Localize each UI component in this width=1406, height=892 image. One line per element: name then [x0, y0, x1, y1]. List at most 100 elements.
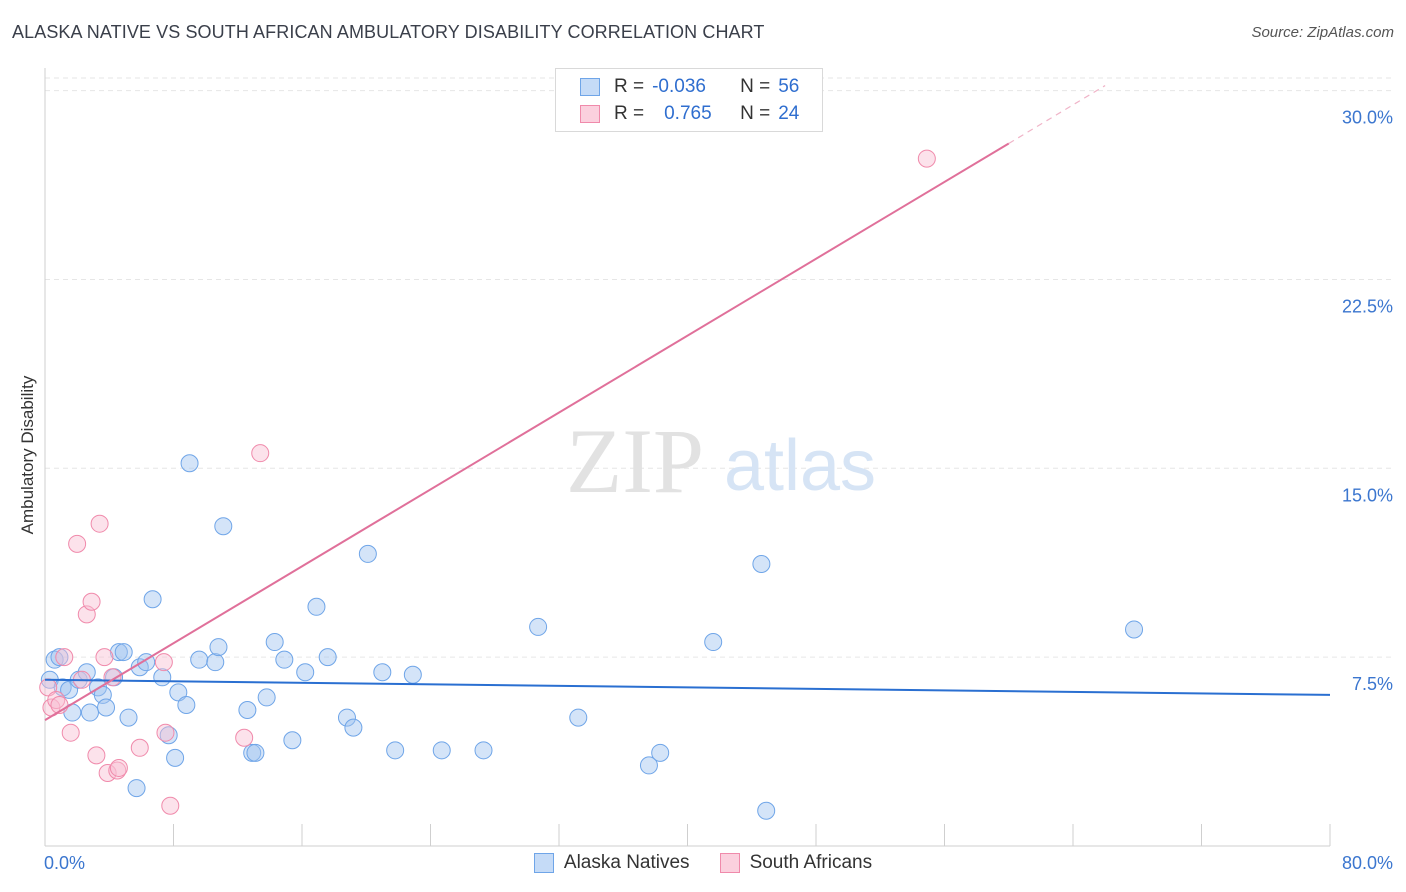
legend-swatch-alaska	[580, 78, 600, 96]
south-african-point	[917, 149, 936, 168]
south-african-point	[47, 690, 66, 709]
legend-swatch-south-african	[580, 105, 600, 123]
y-tick-label: 7.5%	[1352, 674, 1393, 694]
x-tick-label: 80.0%	[1342, 853, 1393, 873]
n-label: N =	[740, 76, 771, 97]
alaska-native-point	[265, 633, 284, 652]
alaska-native-point	[275, 650, 294, 669]
axes	[44, 68, 1331, 847]
alaska-native-point	[119, 708, 138, 727]
watermark-atlas: atlas	[724, 426, 876, 506]
n-label: N =	[740, 103, 771, 124]
alaska-native-trend-line	[44, 678, 1331, 696]
correlation-legend: R = -0.036 N = 56 R = 0.765 N = 24	[555, 68, 823, 132]
south-african-point	[235, 728, 254, 747]
south-african-point	[95, 648, 114, 667]
y-tick-label: 30.0%	[1342, 108, 1393, 128]
x-tick-label: 0.0%	[44, 853, 85, 873]
tick-labels: 7.5% 15.0% 22.5% 30.0% 0.0% 80.0%	[44, 108, 1393, 873]
alaska-native-point	[307, 597, 326, 616]
r-label: R =	[614, 76, 645, 97]
legend-item-south-africans: South Africans	[719, 852, 873, 874]
legend-label-alaska-natives: Alaska Natives	[563, 852, 690, 873]
legend-item-alaska-natives: Alaska Natives	[533, 852, 690, 874]
r-value: -0.036	[652, 76, 706, 97]
alaska-native-point	[143, 590, 162, 609]
alaska-native-point	[246, 743, 265, 762]
source-label: Source: ZipAtlas.com	[1251, 24, 1394, 41]
alaska-native-point	[50, 648, 69, 667]
y-tick-label: 22.5%	[1342, 296, 1393, 316]
alaska-native-point	[257, 688, 276, 707]
alaska-native-point	[80, 703, 99, 722]
south-african-trend-line	[44, 142, 1010, 721]
alaska-native-point	[283, 731, 302, 750]
watermark-zip: ZIP	[566, 410, 704, 512]
n-value: 24	[778, 103, 800, 124]
alaska-native-point	[569, 708, 588, 727]
alaska-native-point	[386, 741, 405, 760]
alaska-native-point	[296, 663, 315, 682]
south-african-trend-extension	[1008, 85, 1106, 144]
south-african-point	[61, 723, 80, 742]
alaska-native-point	[127, 779, 146, 798]
grid-lines	[45, 77, 1395, 658]
alaska-native-point	[97, 698, 116, 717]
legend-swatch-alaska	[533, 853, 554, 873]
alaska-native-point	[214, 517, 233, 536]
alaska-native-point	[344, 718, 363, 737]
r-value: 0.765	[664, 103, 712, 124]
alaska-native-point	[60, 680, 79, 699]
alaska-native-point	[403, 665, 422, 684]
alaska-native-point	[180, 454, 199, 473]
alaska-native-point	[318, 648, 337, 667]
south-african-point	[90, 514, 109, 533]
r-label: R =	[614, 103, 645, 124]
south-african-point	[87, 746, 106, 765]
alaska-native-point	[704, 633, 723, 652]
alaska-native-point	[238, 701, 257, 720]
y-tick-label: 15.0%	[1342, 485, 1393, 505]
trend-lines	[44, 85, 1331, 721]
south-african-point	[82, 592, 101, 611]
alaska-native-point	[358, 544, 377, 563]
alaska-native-point	[651, 743, 670, 762]
alaska-native-point	[114, 643, 133, 662]
y-axis-label: Ambulatory Disability	[18, 375, 37, 535]
south-african-point	[130, 738, 149, 757]
alaska-native-point	[639, 756, 658, 775]
alaska-native-point	[432, 741, 451, 760]
alaska-native-point	[206, 653, 225, 672]
alaska-native-point	[529, 617, 548, 636]
alaska-native-point	[153, 668, 172, 687]
alaska-native-point	[474, 741, 493, 760]
south-african-point	[251, 444, 270, 463]
alaska-native-point	[109, 643, 128, 662]
south-african-point	[154, 653, 173, 672]
alaska-native-point	[373, 663, 392, 682]
alaska-native-point	[177, 695, 196, 714]
alaska-native-point	[209, 638, 228, 657]
legend-row-south-african: R = 0.765 N = 24	[580, 102, 799, 126]
legend-swatch-south-african	[719, 853, 740, 873]
alaska-native-point	[757, 801, 776, 820]
alaska-native-point	[169, 683, 188, 702]
n-value: 56	[778, 76, 800, 97]
south-african-point	[109, 758, 128, 777]
south-african-point	[161, 796, 180, 815]
chart-title: ALASKA NATIVE VS SOUTH AFRICAN AMBULATOR…	[12, 22, 765, 42]
south-african-point	[156, 723, 175, 742]
alaska-native-point	[166, 748, 185, 767]
watermark: ZIP atlas	[566, 410, 876, 512]
alaska-native-point	[159, 726, 178, 745]
legend-label-south-africans: South Africans	[749, 852, 873, 873]
alaska-native-point	[1125, 620, 1144, 639]
alaska-native-point	[752, 554, 771, 573]
series-legend: Alaska Natives South Africans	[0, 852, 1406, 874]
alaska-native-point	[337, 708, 356, 727]
legend-row-alaska: R = -0.036 N = 56	[580, 75, 799, 99]
data-points	[39, 149, 1144, 820]
alaska-native-point	[190, 650, 209, 669]
south-african-point	[55, 648, 74, 667]
